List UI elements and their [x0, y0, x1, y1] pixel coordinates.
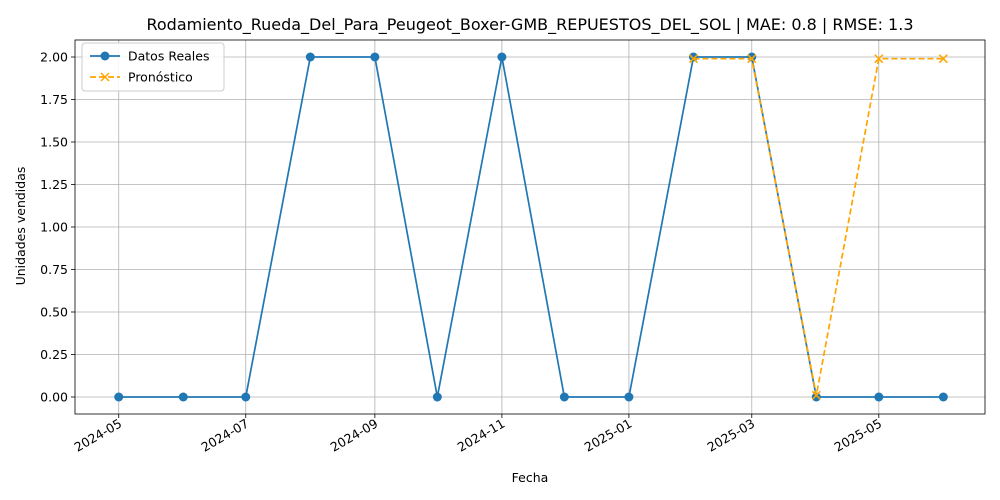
- y-tick-label: 1.75: [40, 92, 68, 107]
- data-point: [432, 392, 442, 402]
- data-point: [688, 52, 698, 62]
- x-axis-label: Fecha: [512, 470, 549, 485]
- x-tick-label: 2024-05: [71, 416, 124, 455]
- legend-box: [81, 42, 225, 92]
- x-tick-label: 2024-09: [328, 416, 381, 455]
- x-tick-label: 2025-05: [832, 416, 885, 455]
- data-point: [497, 52, 507, 62]
- data-point: [114, 392, 124, 402]
- tick-layer: 2024-05 2024-07 2024-09 2024-11 2025-01 2025-…: [40, 50, 884, 455]
- y-tick-label: 1.50: [40, 135, 68, 150]
- x-tick-label: 2025-03: [705, 416, 758, 455]
- chart-title: Rodamiento_Rueda_Del_Para_Peugeot_Boxer-…: [146, 15, 913, 35]
- y-tick-label: 2.00: [40, 50, 68, 65]
- series-layer: [114, 52, 948, 402]
- x-tick-label: 2024-07: [199, 416, 252, 455]
- data-point: [811, 392, 821, 402]
- legend-marker: [100, 51, 110, 61]
- y-tick-label: 0.50: [40, 305, 68, 320]
- data-point: [938, 392, 948, 402]
- data-point: [747, 54, 757, 64]
- legend-label: Pronóstico: [128, 70, 193, 85]
- data-point: [811, 390, 821, 400]
- y-tick-label: 1.00: [40, 220, 68, 235]
- legend-marker: [100, 72, 110, 82]
- legend-label: Datos Reales: [128, 49, 209, 64]
- data-point: [874, 54, 884, 64]
- x-tick-label: 2024-11: [455, 416, 508, 455]
- y-tick-label: 0.25: [40, 347, 68, 362]
- data-point: [178, 392, 188, 402]
- data-point: [624, 392, 634, 402]
- data-point: [370, 52, 380, 62]
- y-tick-label: 1.25: [40, 177, 68, 192]
- x-tick-label: 2025-01: [582, 416, 635, 455]
- data-point: [241, 392, 251, 402]
- legend: Datos Reales Pronóstico: [81, 42, 225, 92]
- data-point: [938, 54, 948, 64]
- y-tick-label: 0.00: [40, 390, 68, 405]
- grid: [75, 40, 985, 414]
- y-axis-label: Unidades vendidas: [13, 167, 28, 286]
- data-point: [559, 392, 569, 402]
- data-point: [305, 52, 315, 62]
- data-point: [874, 392, 884, 402]
- y-tick-label: 0.75: [40, 262, 68, 277]
- data-point: [688, 54, 698, 64]
